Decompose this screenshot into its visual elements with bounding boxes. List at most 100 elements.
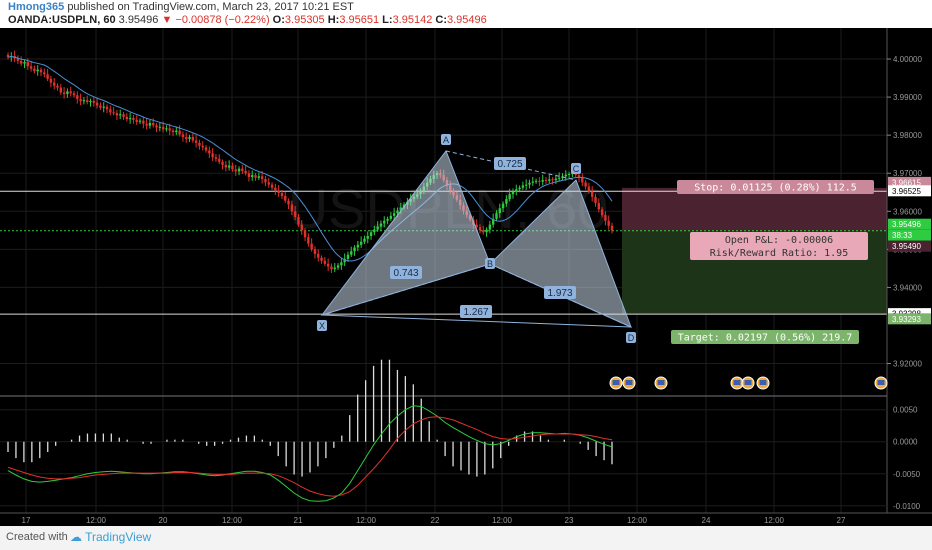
candle-body: [359, 241, 363, 245]
stop-label-box: [677, 180, 874, 194]
macd-tick-label: 0.0050: [893, 406, 918, 415]
candle-body: [251, 175, 254, 178]
price-tag-target: 3.93293: [892, 315, 921, 324]
macd-tick-label: -0.0100: [893, 502, 921, 511]
candle-body: [280, 193, 284, 197]
candle-body: [544, 180, 548, 182]
moving-average-line: [7, 56, 613, 262]
symbol-line: OANDA:USDPLN, 60 3.95496 ▼ −0.00878 (−0.…: [8, 14, 487, 26]
pattern-point-a: A: [443, 135, 449, 145]
chart-canvas[interactable]: USDPLN, 60XABCD0.7430.7251.9731.267Stop:…: [0, 28, 932, 526]
candle-body: [135, 119, 138, 122]
candle-body: [89, 100, 92, 103]
candle-body: [373, 229, 376, 233]
candle-body: [69, 91, 72, 94]
macd-tick-label: -0.0050: [893, 470, 921, 479]
candle-body: [485, 229, 488, 233]
candle-body: [270, 184, 274, 188]
time-tick-label: 27: [837, 516, 846, 525]
chart-header: Hmong365 published on TradingView.com, M…: [0, 0, 932, 28]
candle-body: [168, 128, 171, 131]
time-tick-label: 12:00: [627, 516, 648, 525]
published-text: published on TradingView.com, March 23, …: [67, 1, 354, 13]
candle-body: [158, 126, 162, 128]
candle-body: [92, 100, 96, 103]
created-with-label: Created with: [6, 531, 68, 543]
author-link[interactable]: Hmong365: [8, 1, 65, 13]
candle-body: [72, 93, 76, 96]
candle-body: [590, 191, 594, 197]
candle-body: [607, 220, 610, 226]
time-tick-label: 12:00: [222, 516, 243, 525]
candle-body: [86, 100, 89, 103]
macd-tick-label: 0.0000: [893, 438, 918, 447]
candle-body: [366, 236, 369, 239]
candle-body: [330, 266, 333, 270]
time-tick-label: 12:00: [86, 516, 107, 525]
candle-body: [237, 168, 241, 172]
candle-body: [39, 69, 43, 73]
pattern-point-a-box: [441, 134, 451, 145]
high-value: 3.95651: [339, 14, 380, 26]
candle-body: [564, 174, 567, 177]
candle-body: [178, 130, 181, 135]
candle-body: [538, 180, 541, 182]
candle-body: [221, 161, 224, 165]
candle-body: [594, 196, 597, 203]
candle-body: [343, 258, 346, 263]
candle-body: [234, 169, 237, 172]
target-label-box: [671, 330, 859, 344]
candle-body: [56, 85, 59, 88]
price-tag-entry-box: [888, 240, 931, 252]
ratio-label: 0.743: [393, 268, 418, 279]
candle-body: [541, 180, 544, 182]
candle-body: [115, 113, 119, 116]
candle-body: [548, 179, 551, 181]
time-tick-label: 22: [431, 516, 440, 525]
candle-body: [145, 123, 148, 126]
time-tick-label: 23: [565, 516, 574, 525]
ratio-label: 0.725: [497, 159, 522, 170]
tradingview-brand[interactable]: ☁ TradingView: [70, 530, 152, 544]
candle-body: [227, 165, 231, 168]
candle-body: [16, 58, 20, 61]
candle-body: [175, 130, 178, 133]
candle-body: [148, 122, 152, 126]
pattern-point-d-box: [626, 332, 636, 343]
candle-body: [369, 232, 373, 237]
candle-body: [109, 109, 112, 113]
risk-reward-label: Risk/Reward Ratio: 1.95: [710, 248, 848, 259]
candle-body: [257, 176, 261, 178]
candle-body: [46, 74, 49, 79]
candle-body: [204, 147, 208, 151]
candle-body: [524, 184, 528, 186]
price-change: −0.00878 (−0.22%): [175, 14, 270, 26]
candle-body: [557, 177, 561, 179]
close-label: C:: [435, 14, 447, 26]
candle-body: [277, 190, 280, 194]
price-tick-label: 3.99000: [893, 93, 922, 102]
price-tick-label: 3.98000: [893, 131, 922, 140]
candle-body: [333, 267, 336, 270]
candle-body: [610, 225, 614, 231]
candle-body: [505, 199, 508, 204]
tradingview-logo-icon: ☁: [70, 530, 82, 544]
open-pnl-label: Open P&L: -0.00006: [725, 235, 833, 246]
candle-body: [534, 180, 538, 182]
candle-body: [293, 211, 297, 217]
time-tick-label: 17: [22, 516, 31, 525]
candle-body: [214, 157, 218, 159]
candle-body: [508, 194, 511, 200]
candle-body: [356, 244, 360, 248]
candle-body: [138, 120, 142, 122]
ratio-label-box: [494, 157, 526, 170]
candle-body: [188, 137, 191, 139]
pattern-point-b-box: [485, 258, 495, 269]
price-tag-entry: 3.95490: [892, 242, 921, 251]
chart-area[interactable]: USDPLN, 60XABCD0.7430.7251.9731.267Stop:…: [0, 28, 932, 526]
time-tick-label: 20: [159, 516, 168, 525]
price-tick-label: 4.00000: [893, 55, 922, 64]
price-tag-line: 3.96525: [892, 187, 921, 196]
symbol-label[interactable]: OANDA:USDPLN, 60: [8, 14, 116, 26]
candle-body: [267, 182, 270, 185]
